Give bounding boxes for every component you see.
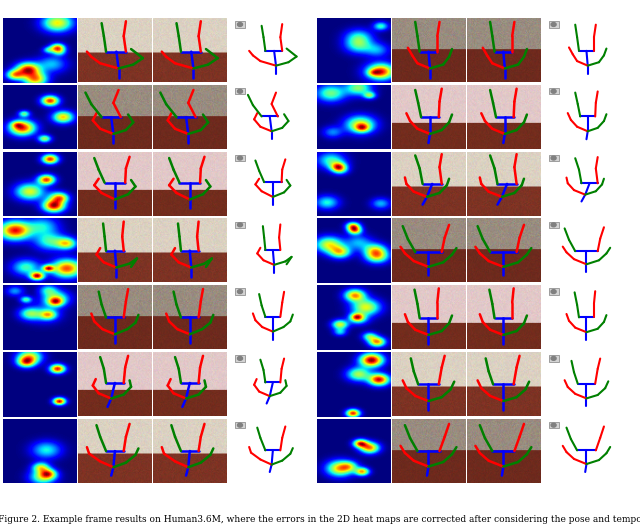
Circle shape <box>551 223 556 227</box>
Bar <box>235 288 245 295</box>
Bar <box>235 21 245 28</box>
Bar <box>235 155 245 161</box>
Bar <box>548 288 559 295</box>
Bar <box>235 355 245 361</box>
Circle shape <box>551 90 556 93</box>
Bar <box>235 222 245 228</box>
Text: Figure 2. Example frame results on Human3.6M, where the errors in the 2D heat ma: Figure 2. Example frame results on Human… <box>0 515 640 524</box>
Bar <box>548 21 559 28</box>
Circle shape <box>551 423 556 427</box>
Bar <box>548 222 559 228</box>
Circle shape <box>237 357 243 360</box>
Circle shape <box>237 156 243 160</box>
Bar <box>548 88 559 94</box>
Bar <box>548 422 559 428</box>
Circle shape <box>237 290 243 294</box>
Bar <box>235 88 245 94</box>
Bar <box>548 355 559 361</box>
Circle shape <box>237 90 243 93</box>
Circle shape <box>237 23 243 27</box>
Circle shape <box>551 357 556 360</box>
Circle shape <box>237 423 243 427</box>
Circle shape <box>237 223 243 227</box>
Circle shape <box>551 156 556 160</box>
Circle shape <box>551 23 556 27</box>
Bar <box>548 155 559 161</box>
Bar <box>235 422 245 428</box>
Circle shape <box>551 290 556 294</box>
